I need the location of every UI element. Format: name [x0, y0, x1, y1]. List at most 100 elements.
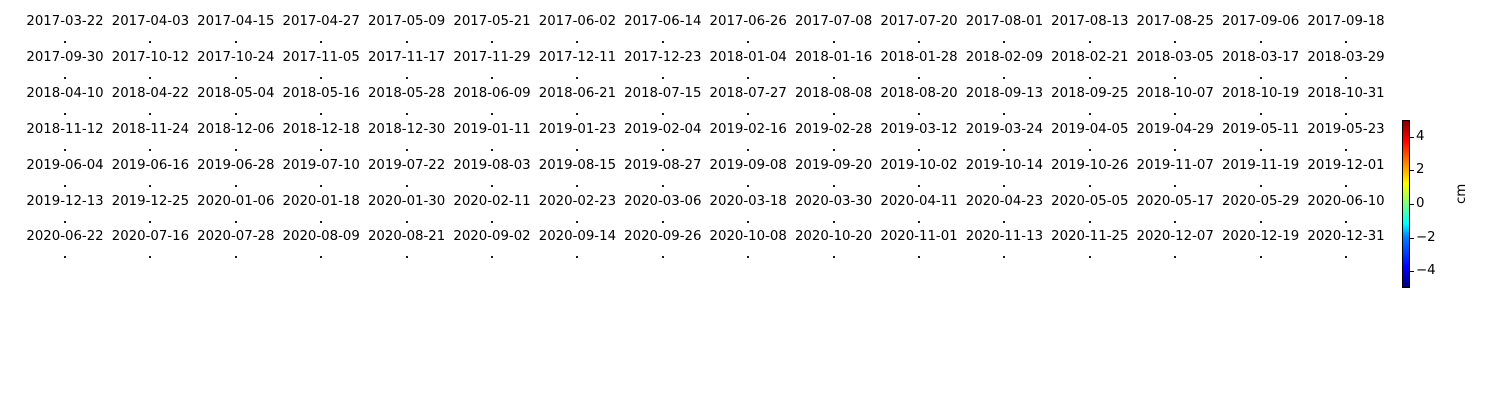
map-point	[234, 148, 237, 151]
map-point	[405, 112, 408, 115]
map-point	[832, 112, 835, 115]
date-label: 2020-08-21	[367, 229, 446, 245]
date-label: 2018-01-16	[794, 49, 873, 65]
date-panel: 2017-05-21	[449, 14, 535, 54]
date-panel: 2018-05-16	[278, 86, 364, 126]
date-panel: 2020-03-06	[620, 194, 706, 234]
map-point	[576, 148, 579, 151]
map-point	[1003, 184, 1006, 187]
date-panel: 2018-09-13	[961, 86, 1047, 126]
map-point	[320, 41, 323, 43]
map-point	[1088, 41, 1091, 43]
date-panel: 2017-06-26	[705, 14, 791, 54]
map-point	[64, 41, 66, 43]
map-point	[320, 256, 323, 259]
date-label: 2019-05-23	[1307, 121, 1385, 137]
map-point	[1088, 148, 1091, 151]
date-label: 2017-06-26	[709, 14, 787, 29]
map-point	[1088, 256, 1091, 259]
date-label: 2018-02-09	[965, 49, 1044, 65]
map-point	[1003, 148, 1006, 151]
map-point	[234, 112, 237, 115]
date-panel: 2018-08-08	[791, 86, 877, 126]
date-panel: 2020-10-20	[791, 229, 877, 269]
map-point	[1259, 184, 1262, 187]
date-panel: 2019-12-01	[1303, 158, 1389, 198]
date-label: 2020-08-09	[282, 229, 360, 245]
date-panel: 2019-09-08	[705, 158, 791, 198]
map-point	[661, 76, 664, 79]
date-panel: 2020-12-19	[1218, 229, 1304, 269]
date-panel: 2020-09-02	[449, 229, 535, 269]
date-panel: 2017-07-20	[876, 14, 962, 54]
date-panel: 2017-11-17	[364, 50, 450, 90]
map-point	[320, 220, 323, 223]
map-point	[576, 256, 579, 259]
map-point	[918, 41, 920, 43]
map-point	[320, 184, 323, 187]
date-label: 2020-07-16	[111, 229, 190, 245]
date-panel: 2017-10-24	[193, 50, 279, 90]
date-label: 2018-10-19	[1221, 85, 1300, 101]
date-panel: 2018-12-06	[193, 122, 279, 162]
date-panel: 2019-03-24	[961, 122, 1047, 162]
date-panel: 2019-10-26	[1047, 158, 1133, 198]
date-panel: 2019-12-13	[22, 194, 108, 234]
date-panel: 2017-05-09	[364, 14, 450, 54]
date-panel: 2018-02-21	[1047, 50, 1133, 90]
map-point	[64, 184, 66, 187]
date-panel: 2018-10-19	[1218, 86, 1304, 126]
map-point	[576, 112, 579, 115]
date-panel: 2018-05-04	[193, 86, 279, 126]
date-label: 2017-12-11	[538, 49, 617, 65]
colorbar-tick	[1410, 170, 1414, 172]
map-point	[1003, 76, 1006, 79]
date-panel: 2017-08-13	[1047, 14, 1133, 54]
date-label: 2018-09-13	[965, 85, 1044, 101]
date-label: 2017-11-17	[367, 49, 446, 65]
map-point	[661, 41, 664, 43]
date-panel: 2017-10-12	[107, 50, 193, 90]
map-point	[491, 148, 493, 151]
map-point	[149, 256, 152, 259]
date-label: 2019-10-26	[1051, 157, 1129, 173]
date-panel: 2018-12-18	[278, 122, 364, 162]
date-panel: 2017-12-11	[534, 50, 620, 90]
map-point	[234, 220, 237, 223]
map-point	[64, 148, 66, 151]
map-point	[1259, 148, 1262, 151]
map-point	[1088, 220, 1091, 223]
map-point	[405, 41, 408, 43]
colorbar: −4 −2 0 2 4 cm	[1396, 110, 1490, 300]
date-label: 2020-09-26	[624, 229, 702, 245]
date-label: 2020-04-23	[965, 193, 1044, 209]
colorbar-tick-label: 2	[1416, 162, 1425, 178]
map-point	[320, 76, 323, 79]
date-label: 2018-11-24	[111, 121, 190, 137]
date-label: 2017-07-20	[880, 14, 958, 29]
date-label: 2017-12-23	[624, 49, 702, 65]
date-label: 2019-07-22	[367, 157, 446, 173]
date-panel: 2017-06-14	[620, 14, 706, 54]
date-panel: 2019-09-20	[791, 158, 877, 198]
date-label: 2018-08-08	[794, 85, 873, 101]
date-label: 2020-11-01	[880, 229, 958, 245]
date-label: 2019-07-10	[282, 157, 360, 173]
date-panel: 2018-03-05	[1132, 50, 1218, 90]
date-panel: 2017-09-18	[1303, 14, 1389, 54]
date-label: 2020-02-11	[453, 193, 531, 209]
map-point	[832, 256, 835, 259]
date-label: 2019-08-15	[538, 157, 617, 173]
date-panel: 2018-02-09	[961, 50, 1047, 90]
map-point	[149, 112, 152, 115]
date-label: 2020-01-30	[367, 193, 446, 209]
map-point	[1259, 256, 1262, 259]
map-point	[234, 41, 237, 43]
date-panel: 2018-09-25	[1047, 86, 1133, 126]
map-point	[661, 184, 664, 187]
date-panel: 2017-03-22	[22, 14, 108, 54]
date-label: 2020-12-07	[1136, 229, 1214, 245]
date-panel: 2020-11-01	[876, 229, 962, 269]
date-label: 2017-10-12	[111, 49, 190, 65]
date-panel: 2020-01-30	[364, 194, 450, 234]
